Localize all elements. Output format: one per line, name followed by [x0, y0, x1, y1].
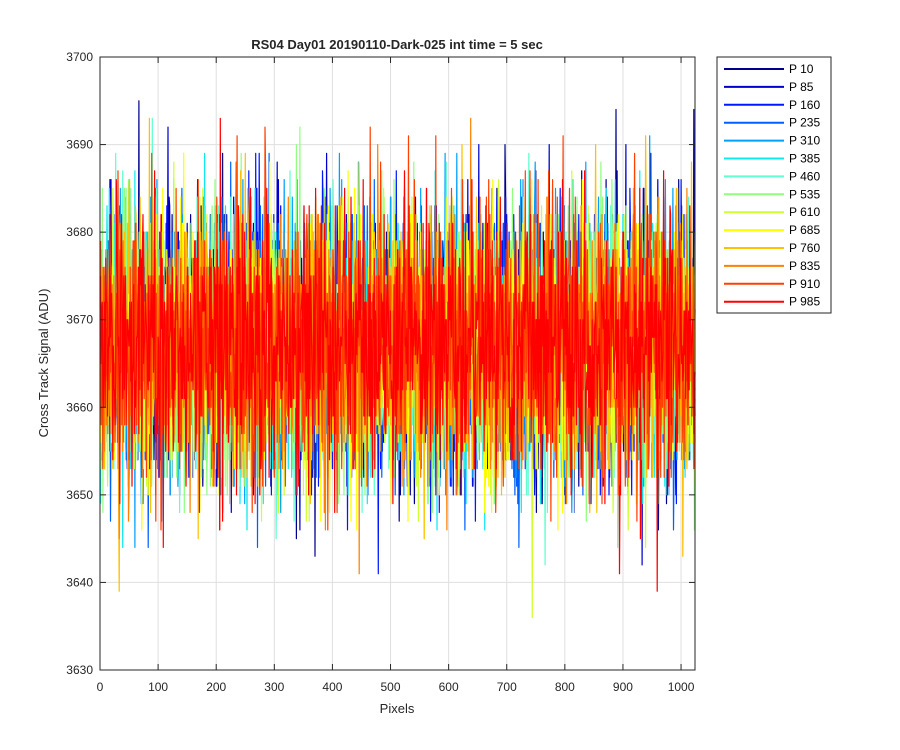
y-tick-label: 3700	[66, 50, 93, 64]
legend-label: P 535	[789, 187, 820, 201]
legend-box	[716, 56, 832, 314]
legend-label: P 10	[789, 62, 814, 76]
y-axis-ticks: 3630 3640 3650 3660 3670 3680 3690 3700	[66, 50, 695, 677]
legend-label: P 310	[789, 134, 820, 148]
legend-label: P 460	[789, 169, 820, 183]
legend-label: P 685	[789, 223, 820, 237]
x-tick-label: 500	[381, 680, 401, 694]
y-tick-label: 3670	[66, 313, 93, 327]
legend-label: P 235	[789, 116, 820, 130]
legend-label: P 610	[789, 205, 820, 219]
y-tick-label: 3680	[66, 225, 93, 239]
x-tick-label: 0	[97, 680, 104, 694]
legend-label: P 835	[789, 259, 820, 273]
legend-label: P 985	[789, 295, 820, 309]
x-tick-label: 600	[439, 680, 459, 694]
legend-label: P 910	[789, 277, 820, 291]
y-tick-label: 3660	[66, 400, 93, 414]
x-tick-label: 1000	[668, 680, 695, 694]
legend-label: P 760	[789, 241, 820, 255]
series-line-p985	[100, 117, 696, 592]
y-tick-label: 3630	[66, 663, 93, 677]
x-tick-label: 700	[497, 680, 517, 694]
y-axis-label: Cross Track Signal (ADU)	[36, 289, 51, 438]
legend-label: P 385	[789, 152, 820, 166]
x-tick-label: 900	[613, 680, 633, 694]
legend: P 10 P 85 P 160 P 235 P 310 P 385 P 460 P 535 P …	[716, 56, 832, 314]
y-tick-label: 3690	[66, 138, 93, 152]
x-axis-ticks: 0 100 200 300 400 500 600 700 800 900 1000	[97, 57, 695, 694]
x-axis-label: Pixels	[380, 701, 415, 716]
plot-frame	[99, 56, 696, 671]
x-tick-label: 400	[322, 680, 342, 694]
series-lines	[100, 100, 696, 619]
chart-title: RS04 Day01 20190110-Dark-025 int time = …	[251, 37, 543, 52]
legend-label: P 85	[789, 80, 814, 94]
x-tick-label: 800	[555, 680, 575, 694]
x-tick-label: 200	[206, 680, 226, 694]
y-tick-label: 3640	[66, 575, 93, 589]
x-tick-label: 300	[264, 680, 284, 694]
y-tick-label: 3650	[66, 488, 93, 502]
x-tick-label: 100	[148, 680, 168, 694]
legend-label: P 160	[789, 98, 820, 112]
